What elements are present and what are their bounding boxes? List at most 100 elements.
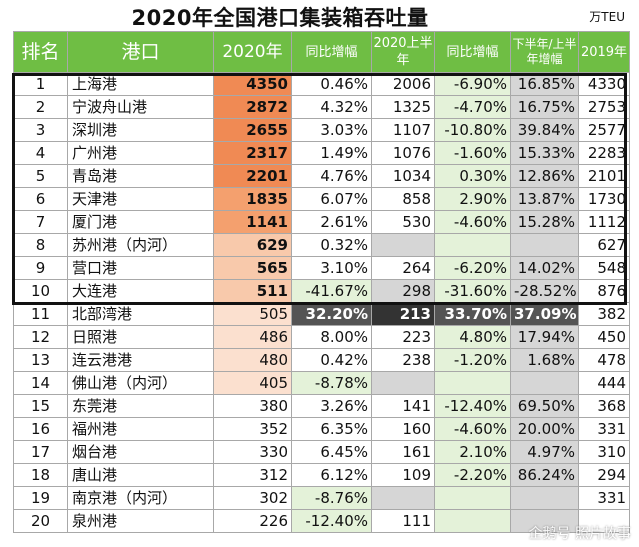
rank-cell: 8 — [13, 233, 68, 257]
header-port: 港口 — [67, 31, 214, 73]
value-2019-cell: 2753 — [578, 95, 630, 119]
port-name-cell: 宁波舟山港 — [67, 95, 214, 119]
value-2019-cell: 2283 — [578, 141, 630, 165]
value-2019-cell: 331 — [578, 417, 630, 441]
h1-yoy-cell: -10.80% — [434, 118, 511, 142]
value-2020-cell: 405 — [213, 371, 292, 395]
value-2019-cell: 294 — [578, 463, 630, 487]
port-name-cell: 大连港 — [67, 279, 214, 303]
port-name-cell: 泉州港 — [67, 509, 214, 533]
value-2019-cell: 331 — [578, 486, 630, 510]
h2-vs-h1-cell: 1.68% — [510, 348, 579, 372]
h1-2020-cell — [371, 233, 435, 257]
h1-2020-cell: 1076 — [371, 141, 435, 165]
h2-vs-h1-cell: 4.97% — [510, 440, 579, 464]
port-name-cell: 东莞港 — [67, 394, 214, 418]
h1-yoy-cell: -6.90% — [434, 72, 511, 96]
port-name-cell: 苏州港（内河） — [67, 233, 214, 257]
h2-vs-h1-cell: 69.50% — [510, 394, 579, 418]
title-bar: 2020年全国港口集装箱吞吐量 万TEU — [0, 0, 639, 31]
port-throughput-table: 排名 港口 2020年 同比增幅 2020上半年 同比增幅 下半年/上半年增幅 … — [13, 31, 630, 533]
h1-yoy-cell: -4.60% — [434, 417, 511, 441]
h1-2020-cell: 223 — [371, 325, 435, 349]
yoy-cell: -12.40% — [291, 509, 372, 533]
rank-cell: 17 — [13, 440, 68, 464]
port-name-cell: 天津港 — [67, 187, 214, 211]
h2-vs-h1-cell: 17.94% — [510, 325, 579, 349]
table-row: 4 广州港 2317 1.49% 1076 -1.60% 15.33% 2283 — [13, 141, 630, 165]
h1-2020-cell: 530 — [371, 210, 435, 234]
table-row: 17 烟台港 330 6.45% 161 2.10% 4.97% 310 — [13, 440, 630, 464]
h1-2020-cell: 264 — [371, 256, 435, 280]
h2-vs-h1-cell: 15.28% — [510, 210, 579, 234]
h1-yoy-cell: -1.60% — [434, 141, 511, 165]
value-2019-cell: 2577 — [578, 118, 630, 142]
table-row: 11 北部湾港 505 32.20% 213 33.70% 37.09% 382 — [13, 302, 630, 326]
h2-vs-h1-cell: 20.00% — [510, 417, 579, 441]
h1-yoy-cell: 2.10% — [434, 440, 511, 464]
rank-cell: 10 — [13, 279, 68, 303]
value-2020-cell: 2201 — [213, 164, 292, 188]
value-2020-cell: 352 — [213, 417, 292, 441]
value-2019-cell: 4330 — [578, 72, 630, 96]
value-2019-cell: 478 — [578, 348, 630, 372]
h1-yoy-cell: -1.20% — [434, 348, 511, 372]
header-rank: 排名 — [13, 31, 68, 73]
port-name-cell: 深圳港 — [67, 118, 214, 142]
h2-vs-h1-cell — [510, 371, 579, 395]
table-row: 6 天津港 1835 6.07% 858 2.90% 13.87% 1730 — [13, 187, 630, 211]
h1-yoy-cell: -2.20% — [434, 463, 511, 487]
rank-cell: 4 — [13, 141, 68, 165]
rank-cell: 13 — [13, 348, 68, 372]
rank-cell: 2 — [13, 95, 68, 119]
rank-cell: 12 — [13, 325, 68, 349]
value-2019-cell: 382 — [578, 302, 630, 326]
rank-cell: 7 — [13, 210, 68, 234]
table-row: 12 日照港 486 8.00% 223 4.80% 17.94% 450 — [13, 325, 630, 349]
table-row: 20 泉州港 226 -12.40% 111 — [13, 509, 630, 533]
table-row: 1 上海港 4350 0.46% 2006 -6.90% 16.85% 4330 — [13, 72, 630, 96]
h2-vs-h1-cell: 86.24% — [510, 463, 579, 487]
h1-2020-cell: 1325 — [371, 95, 435, 119]
value-2019-cell: 1112 — [578, 210, 630, 234]
h2-vs-h1-cell: 16.85% — [510, 72, 579, 96]
rank-cell: 16 — [13, 417, 68, 441]
h1-yoy-cell: -6.20% — [434, 256, 511, 280]
value-2020-cell: 629 — [213, 233, 292, 257]
yoy-cell: 6.45% — [291, 440, 372, 464]
table-row: 16 福州港 352 6.35% 160 -4.60% 20.00% 331 — [13, 417, 630, 441]
value-2020-cell: 505 — [213, 302, 292, 326]
rank-cell: 19 — [13, 486, 68, 510]
value-2019-cell: 368 — [578, 394, 630, 418]
h1-2020-cell: 1107 — [371, 118, 435, 142]
yoy-cell: 6.07% — [291, 187, 372, 211]
table-row: 8 苏州港（内河） 629 0.32% 627 — [13, 233, 630, 257]
h2-vs-h1-cell: 14.02% — [510, 256, 579, 280]
value-2020-cell: 226 — [213, 509, 292, 533]
rank-cell: 15 — [13, 394, 68, 418]
value-2020-cell: 480 — [213, 348, 292, 372]
h2-vs-h1-cell: 15.33% — [510, 141, 579, 165]
yoy-cell: 3.03% — [291, 118, 372, 142]
table-header-row: 排名 港口 2020年 同比增幅 2020上半年 同比增幅 下半年/上半年增幅 … — [13, 31, 630, 73]
header-yoy: 同比增幅 — [291, 31, 372, 73]
value-2020-cell: 330 — [213, 440, 292, 464]
table-row: 18 唐山港 312 6.12% 109 -2.20% 86.24% 294 — [13, 463, 630, 487]
port-name-cell: 烟台港 — [67, 440, 214, 464]
h1-yoy-cell: 2.90% — [434, 187, 511, 211]
rank-cell: 20 — [13, 509, 68, 533]
header-h1-2020: 2020上半年 — [371, 31, 435, 73]
yoy-cell: 4.32% — [291, 95, 372, 119]
h1-2020-cell — [371, 371, 435, 395]
h2-vs-h1-cell: 37.09% — [510, 302, 579, 326]
yoy-cell: 0.32% — [291, 233, 372, 257]
yoy-cell: 1.49% — [291, 141, 372, 165]
port-name-cell: 上海港 — [67, 72, 214, 96]
port-name-cell: 南京港（内河） — [67, 486, 214, 510]
table-row: 5 青岛港 2201 4.76% 1034 0.30% 12.86% 2101 — [13, 164, 630, 188]
yoy-cell: -8.78% — [291, 371, 372, 395]
value-2020-cell: 4350 — [213, 72, 292, 96]
value-2020-cell: 1141 — [213, 210, 292, 234]
h1-2020-cell: 109 — [371, 463, 435, 487]
port-name-cell: 福州港 — [67, 417, 214, 441]
